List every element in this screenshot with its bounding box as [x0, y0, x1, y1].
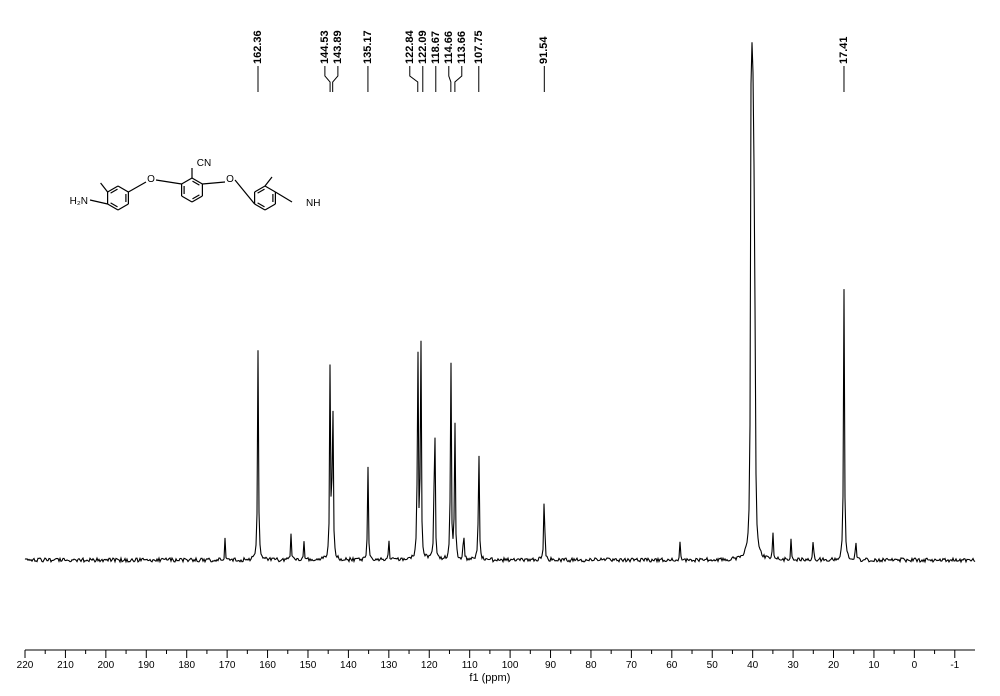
peak-leader [449, 66, 451, 92]
svg-text:NH₂: NH₂ [306, 198, 320, 209]
peak-label: 113.66 [456, 20, 468, 64]
x-tick-label: 60 [666, 660, 677, 671]
peak-label: 122.09 [417, 20, 429, 64]
peak-label: 135.17 [362, 20, 374, 64]
x-tick-label: 0 [912, 660, 918, 671]
x-tick-label: 150 [300, 660, 317, 671]
x-tick-label: 10 [868, 660, 879, 671]
peak-leader [455, 66, 462, 92]
peak-label: 144.53 [319, 20, 331, 64]
x-tick-label: 30 [788, 660, 799, 671]
svg-text:O: O [147, 174, 155, 185]
x-tick-label: 40 [747, 660, 758, 671]
x-tick-label: 170 [219, 660, 236, 671]
x-tick-label: -1 [950, 660, 959, 671]
svg-text:H₂N: H₂N [70, 196, 88, 207]
nmr-figure: H₂N O CN O NH₂ 162.36 144.53143.89 135.17 122.8… [0, 0, 1000, 696]
peak-label: 122.84 [404, 20, 416, 64]
x-tick-label: 140 [340, 660, 357, 671]
x-tick-label: 110 [462, 660, 478, 671]
svg-text:O: O [226, 174, 234, 185]
peak-leader [333, 66, 338, 92]
x-tick-label: 160 [259, 660, 276, 671]
x-tick-label: 210 [57, 660, 74, 671]
peak-label: 91.54 [538, 20, 550, 64]
peak-label: 17.41 [838, 20, 850, 64]
peak-label: 118.67 [430, 20, 442, 64]
peak-label: 114.66 [443, 20, 455, 64]
x-axis-title: f1 (ppm) [469, 672, 510, 684]
molecule-structure: H₂N O CN O NH₂ [70, 130, 320, 235]
peak-leader [325, 66, 330, 92]
peak-label: 107.75 [473, 20, 485, 64]
peak-label: 143.89 [332, 20, 344, 64]
x-tick-label: 220 [17, 660, 34, 671]
x-tick-label: 200 [98, 660, 115, 671]
x-tick-label: 80 [585, 660, 596, 671]
svg-text:CN: CN [197, 158, 211, 169]
x-tick-label: 100 [502, 660, 519, 671]
x-tick-label: 190 [138, 660, 155, 671]
x-tick-label: 180 [178, 660, 195, 671]
x-tick-label: 120 [421, 660, 438, 671]
peak-leader [410, 66, 418, 92]
x-tick-label: 20 [828, 660, 839, 671]
x-tick-label: 90 [545, 660, 556, 671]
spectrum-trace [25, 42, 975, 562]
x-tick-label: 70 [626, 660, 637, 671]
x-tick-label: 130 [380, 660, 397, 671]
spectrum-plot [0, 0, 1000, 696]
peak-label: 162.36 [252, 20, 264, 64]
x-tick-label: 50 [707, 660, 718, 671]
